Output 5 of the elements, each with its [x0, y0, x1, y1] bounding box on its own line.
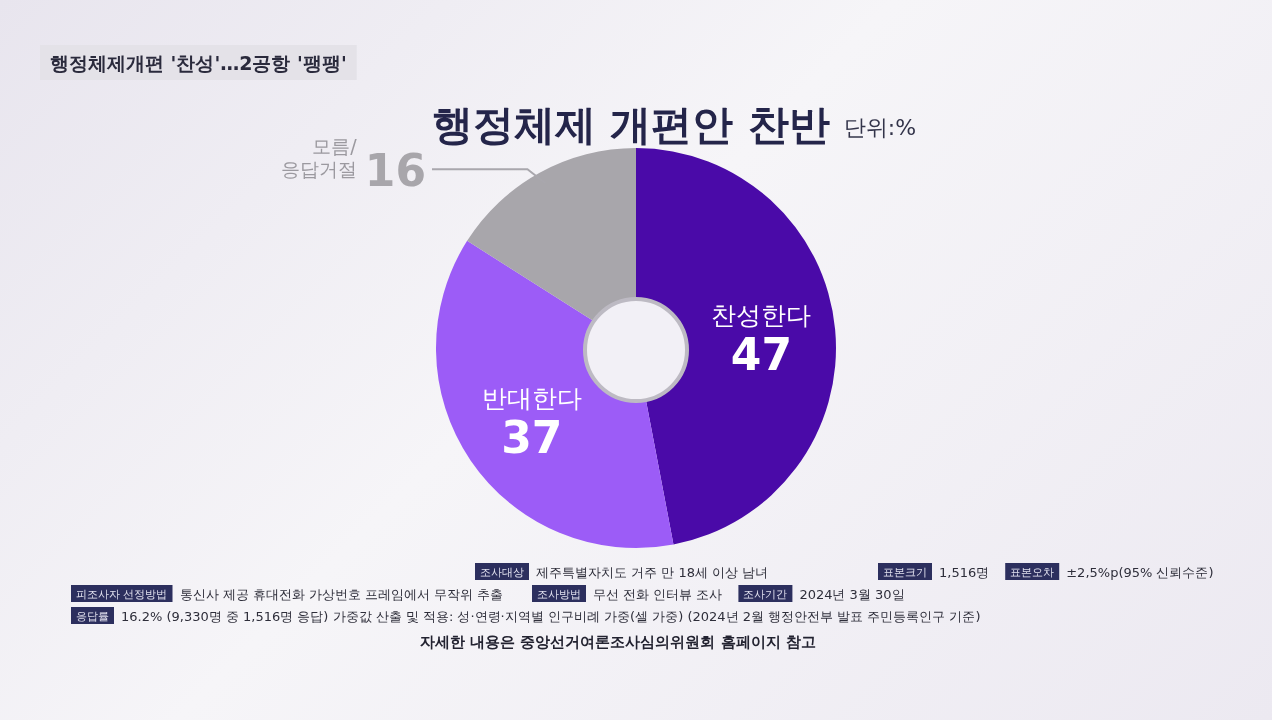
chart-subtitle: 단위:% — [843, 115, 917, 140]
data-label: 16 — [364, 145, 426, 197]
text: 자세한 내용은 중앙선거여론조사심의위원회 홈페이지 참고 — [420, 634, 816, 650]
headline: 행정체제개편 '찬성'…2공항 '팽팽' — [40, 45, 357, 80]
slice-label: 모름/응답거절 — [280, 135, 358, 181]
